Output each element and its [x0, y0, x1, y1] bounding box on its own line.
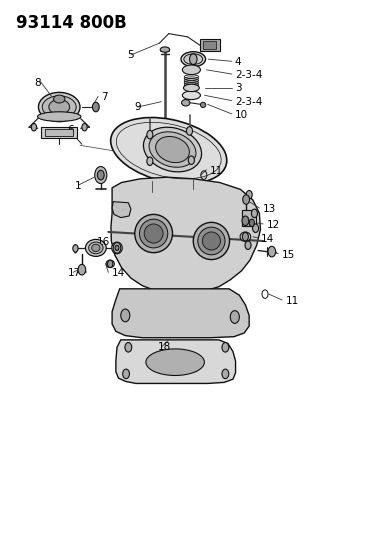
- Ellipse shape: [139, 219, 168, 248]
- Text: 18: 18: [157, 342, 171, 352]
- Ellipse shape: [49, 100, 70, 115]
- Polygon shape: [112, 289, 249, 338]
- Bar: [203, 41, 216, 49]
- Bar: [41, 127, 77, 138]
- Ellipse shape: [182, 100, 190, 106]
- Ellipse shape: [181, 52, 205, 67]
- Text: 6: 6: [67, 125, 74, 135]
- Circle shape: [115, 245, 119, 251]
- Circle shape: [121, 309, 130, 322]
- Circle shape: [186, 127, 193, 135]
- Ellipse shape: [182, 91, 200, 100]
- Circle shape: [268, 246, 276, 257]
- Circle shape: [245, 241, 251, 249]
- Text: 15: 15: [282, 250, 295, 260]
- Circle shape: [249, 219, 254, 227]
- Circle shape: [78, 264, 86, 275]
- Ellipse shape: [160, 47, 170, 52]
- Circle shape: [246, 190, 252, 199]
- Circle shape: [147, 157, 153, 165]
- Circle shape: [230, 311, 240, 324]
- Ellipse shape: [183, 84, 199, 92]
- Ellipse shape: [42, 96, 76, 118]
- Circle shape: [123, 369, 130, 378]
- Polygon shape: [112, 201, 131, 217]
- Circle shape: [251, 209, 257, 217]
- Text: 5: 5: [127, 50, 134, 60]
- Text: 14: 14: [261, 234, 274, 244]
- Ellipse shape: [198, 227, 225, 255]
- Ellipse shape: [182, 65, 200, 75]
- Text: 10: 10: [235, 110, 248, 120]
- Ellipse shape: [200, 102, 206, 108]
- Text: 1: 1: [74, 181, 81, 191]
- Text: 13: 13: [263, 204, 276, 214]
- Ellipse shape: [53, 95, 65, 103]
- Circle shape: [97, 170, 104, 180]
- Circle shape: [242, 216, 249, 225]
- Bar: [241, 210, 256, 226]
- Circle shape: [125, 343, 132, 352]
- Ellipse shape: [38, 112, 81, 122]
- Circle shape: [222, 343, 229, 352]
- Polygon shape: [116, 340, 236, 383]
- Ellipse shape: [240, 232, 251, 241]
- Ellipse shape: [156, 136, 190, 163]
- Circle shape: [243, 195, 249, 204]
- Bar: [200, 39, 220, 51]
- Text: 14: 14: [112, 269, 125, 278]
- Text: 2-3-4: 2-3-4: [235, 96, 262, 107]
- Text: 12: 12: [267, 220, 280, 230]
- Circle shape: [188, 156, 194, 165]
- Text: 3: 3: [235, 83, 241, 93]
- Ellipse shape: [149, 132, 196, 167]
- Ellipse shape: [86, 239, 106, 256]
- Circle shape: [108, 260, 113, 268]
- Circle shape: [95, 166, 107, 183]
- Text: 11: 11: [210, 166, 224, 176]
- Circle shape: [73, 245, 78, 252]
- Circle shape: [222, 369, 229, 378]
- Bar: [45, 129, 73, 136]
- Ellipse shape: [202, 232, 221, 250]
- Ellipse shape: [193, 222, 230, 260]
- Text: 8: 8: [35, 78, 41, 88]
- Circle shape: [113, 243, 121, 253]
- Ellipse shape: [135, 214, 172, 253]
- Circle shape: [31, 124, 36, 131]
- Ellipse shape: [184, 54, 203, 64]
- Circle shape: [190, 54, 197, 64]
- Text: 17: 17: [68, 269, 81, 278]
- Ellipse shape: [92, 244, 100, 252]
- Text: 7: 7: [101, 92, 107, 102]
- Ellipse shape: [112, 242, 122, 254]
- Text: 9: 9: [135, 102, 141, 112]
- Text: 93114 800B: 93114 800B: [16, 14, 127, 32]
- Text: 4: 4: [235, 57, 241, 67]
- Ellipse shape: [146, 349, 204, 375]
- Ellipse shape: [111, 117, 227, 184]
- Ellipse shape: [89, 242, 103, 254]
- Polygon shape: [111, 177, 260, 294]
- Ellipse shape: [38, 92, 80, 122]
- Ellipse shape: [144, 224, 163, 243]
- Ellipse shape: [143, 127, 202, 172]
- Circle shape: [252, 224, 258, 232]
- Ellipse shape: [106, 260, 114, 268]
- Text: 16: 16: [97, 237, 110, 247]
- Circle shape: [147, 131, 153, 139]
- Text: 11: 11: [286, 296, 299, 306]
- Text: 2-3-4: 2-3-4: [235, 70, 262, 80]
- Circle shape: [82, 124, 87, 131]
- Circle shape: [92, 102, 99, 112]
- Circle shape: [242, 232, 248, 241]
